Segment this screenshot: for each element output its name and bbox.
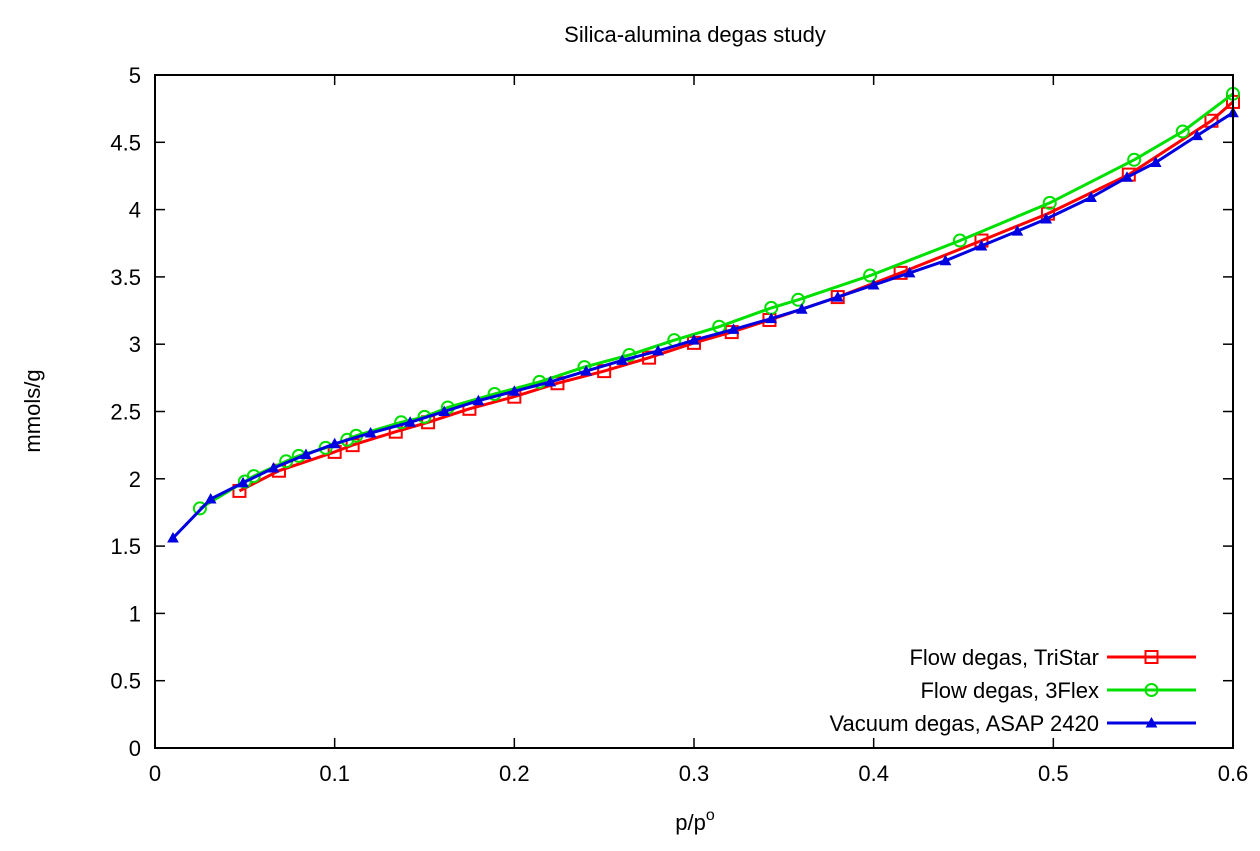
data-point [544, 375, 557, 387]
legend-swatch-marker [1144, 683, 1159, 697]
x-tick-label: 0.1 [319, 761, 350, 786]
data-point [192, 501, 207, 516]
legend-swatch-marker [1144, 650, 1159, 664]
data-point [438, 405, 451, 416]
data-point [300, 448, 312, 460]
data-point [1085, 191, 1097, 202]
data-point [167, 531, 179, 543]
y-tick-label: 0 [129, 736, 141, 761]
series-line [199, 92, 1234, 510]
data-point [795, 303, 808, 314]
chart-title: Silica-alumina degas study [564, 22, 826, 47]
data-point [688, 334, 700, 345]
data-point [1040, 212, 1052, 224]
y-tick-label: 1.5 [110, 534, 141, 559]
data-point [831, 291, 844, 302]
legend-label: Vacuum degas, ASAP 2420 [830, 711, 1100, 736]
data-point [364, 427, 377, 438]
x-axis: 0 0.1 0.2 0.3 0.4 0.5 0.6 [149, 75, 1248, 786]
data-point [267, 462, 280, 473]
data-point [472, 394, 485, 406]
data-point [616, 354, 628, 365]
data-point [1127, 152, 1142, 167]
y-tick-label: 2 [129, 467, 141, 492]
y-tick-label: 0.5 [110, 669, 141, 694]
x-axis-title: p/po [675, 807, 715, 835]
legend-item: Flow degas, 3Flex [920, 678, 1196, 703]
data-point [1149, 156, 1162, 167]
data-point [867, 278, 880, 290]
data-point [1121, 171, 1133, 182]
data-point [237, 476, 249, 488]
data-point [952, 233, 967, 248]
y-tick-label: 3.5 [110, 265, 141, 290]
data-point [642, 350, 657, 365]
series-line [238, 100, 1234, 493]
data-point [903, 266, 916, 278]
legend-label: Flow degas, TriStar [909, 645, 1099, 670]
x-tick-label: 0.6 [1218, 761, 1249, 786]
y-tick-label: 5 [129, 63, 141, 88]
data-point [727, 323, 740, 334]
data-point [652, 344, 664, 356]
data-point [791, 292, 806, 307]
x-tick-label: 0.5 [1038, 761, 1069, 786]
y-axis: 0 0.5 1 1.5 2 2.5 3 3.5 4 4.5 5 [110, 63, 1233, 761]
y-axis-title: mmols/g [20, 369, 45, 452]
y-tick-label: 4 [129, 198, 141, 223]
data-point [204, 492, 217, 504]
x-axis-title-main: p/p [675, 810, 706, 835]
data-point [622, 347, 637, 362]
legend: Flow degas, TriStar Flow degas, 3Flex Vacu… [830, 645, 1196, 736]
x-tick-label: 0.4 [858, 761, 889, 786]
data-point [1175, 124, 1190, 139]
data-point [1011, 225, 1024, 236]
data-point [328, 437, 341, 449]
y-tick-label: 3 [129, 332, 141, 357]
x-tick-label: 0.3 [679, 761, 710, 786]
data-point [1042, 195, 1057, 210]
y-tick-label: 4.5 [110, 130, 141, 155]
data-point [939, 254, 952, 266]
data-point [863, 268, 878, 283]
legend-swatch-marker [1145, 716, 1158, 728]
data-point [404, 416, 416, 427]
y-tick-label: 1 [129, 601, 141, 626]
series-2 [167, 106, 1239, 543]
x-tick-label: 0.2 [499, 761, 530, 786]
plot-area [167, 86, 1240, 543]
series-line [171, 111, 1234, 540]
data-point [508, 385, 521, 396]
series-0 [232, 94, 1240, 498]
legend-item: Flow degas, TriStar [909, 645, 1196, 670]
data-point [1191, 129, 1203, 141]
legend-label: Flow degas, 3Flex [920, 678, 1099, 703]
legend-item: Vacuum degas, ASAP 2420 [830, 711, 1196, 736]
data-point [975, 239, 988, 251]
data-point [765, 312, 778, 324]
y-tick-label: 2.5 [110, 400, 141, 425]
data-point [580, 365, 593, 376]
x-tick-label: 0 [149, 761, 161, 786]
x-axis-title-superscript: o [706, 807, 715, 824]
